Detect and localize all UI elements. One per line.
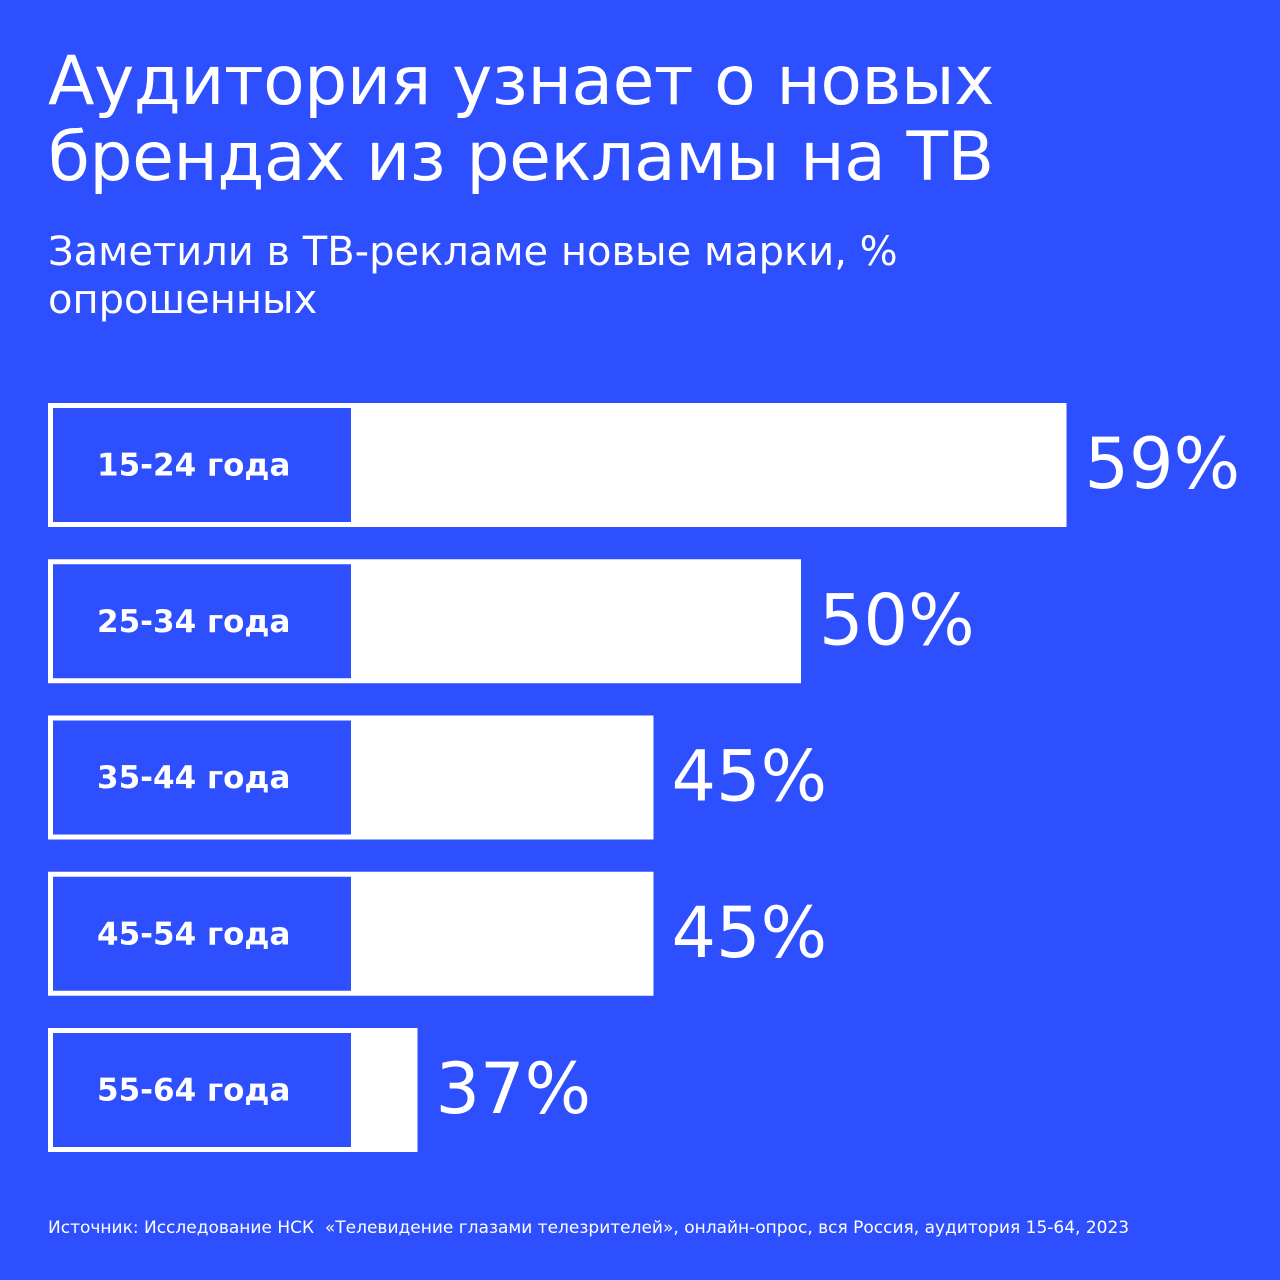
label-box bbox=[53, 876, 351, 991]
category-label: 45-54 года bbox=[97, 916, 290, 952]
value-label: 50% bbox=[819, 579, 975, 661]
label-box bbox=[53, 720, 351, 835]
label-box bbox=[53, 564, 351, 679]
value-label: 45% bbox=[672, 892, 828, 974]
value-label: 37% bbox=[436, 1048, 592, 1130]
chart-subtitle: Заметили в ТВ-рекламе новые марки, % опр… bbox=[48, 229, 898, 323]
value-label: 59% bbox=[1085, 423, 1241, 505]
label-box bbox=[53, 408, 351, 522]
chart: 15-24 года 59% 25-34 года 50% 35-44 года 45% 4… bbox=[48, 403, 1241, 1152]
category-label: 35-44 года bbox=[97, 760, 290, 796]
category-label: 55-64 года bbox=[97, 1073, 290, 1109]
label-box bbox=[53, 1033, 351, 1147]
chart-title: Аудитория узнает о новых брендах из рекл… bbox=[48, 42, 994, 197]
source-note: Источник: Исследование НСК «Телевидение … bbox=[48, 1218, 1130, 1238]
value-label: 45% bbox=[672, 736, 828, 818]
category-label: 15-24 года bbox=[97, 448, 290, 484]
category-label: 25-34 года bbox=[97, 604, 290, 640]
